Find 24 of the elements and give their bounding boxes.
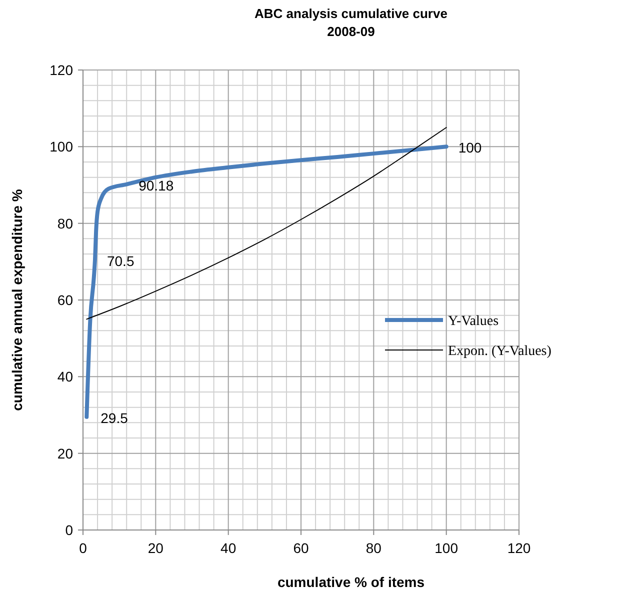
x-tick-label: 100 [434, 540, 458, 556]
data-label: 90.18 [138, 177, 174, 194]
y-tick-label: 20 [57, 445, 74, 462]
y-tick-label: 120 [50, 62, 74, 78]
chart-title: ABC analysis cumulative curve 2008-09 [254, 6, 448, 39]
data-label: 29.5 [100, 410, 128, 426]
x-axis-title: cumulative % of items [277, 574, 425, 590]
x-tick-label: 80 [366, 540, 382, 556]
data-label: 100 [458, 140, 482, 156]
line-series [86, 127, 447, 320]
x-tick-label: 60 [293, 540, 309, 556]
y-tick-label: 0 [65, 522, 74, 538]
y-tick-label: 40 [57, 368, 74, 385]
x-tick-label: 120 [507, 540, 531, 556]
y-tick-label: 100 [50, 138, 74, 155]
legend-label: Expon. (Y-Values) [448, 344, 552, 359]
data-label: 70.5 [106, 252, 134, 269]
y-axis-title: cumulative annual expenditure % [9, 188, 25, 411]
y-tick-label: 60 [57, 292, 74, 308]
x-tick-label: 20 [148, 540, 164, 556]
y-tick-label: 80 [57, 215, 74, 232]
x-tick-label: 0 [79, 540, 88, 556]
x-tick-label: 40 [220, 540, 236, 556]
legend-label: Y-Values [448, 314, 499, 329]
